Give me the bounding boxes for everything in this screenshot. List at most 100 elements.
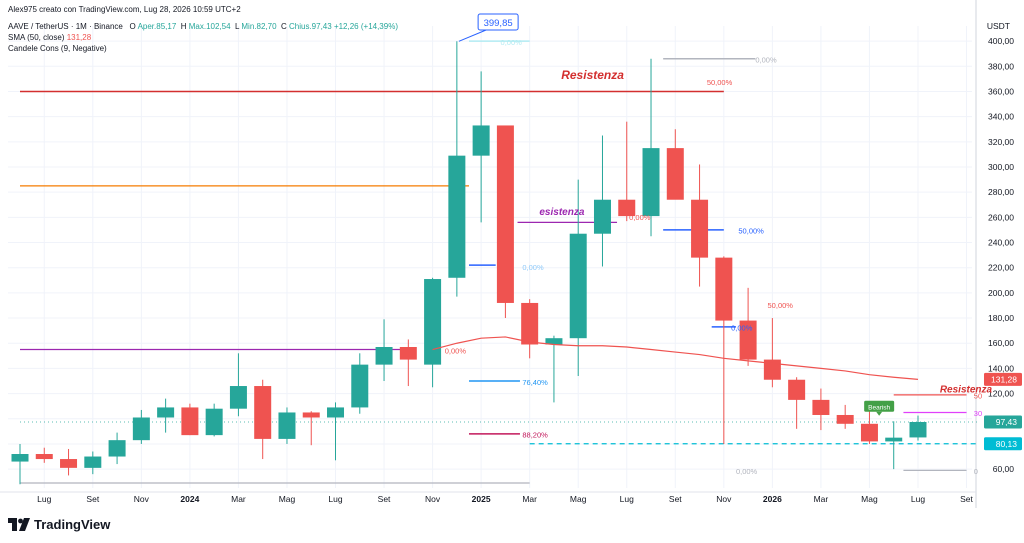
y-tick-label: 200,00	[988, 288, 1014, 298]
candle-body	[521, 302, 539, 345]
x-tick-label: Set	[86, 494, 99, 504]
x-tick-label: Set	[960, 494, 973, 504]
symbol-name[interactable]: AAVE / TetherUS · 1M · Binance	[8, 22, 123, 31]
ohlc-legend: AAVE / TetherUS · 1M · Binance O Aper.85…	[8, 22, 398, 31]
x-tick-label: Lug	[911, 494, 925, 504]
fib-level-label: 0,00%	[736, 467, 758, 476]
candle	[715, 256, 733, 444]
candle	[521, 299, 539, 359]
candle	[909, 415, 927, 441]
candle-body	[84, 456, 102, 468]
candle	[642, 58, 660, 237]
pattern-legend[interactable]: Candele Cons (9, Negative)	[8, 44, 107, 53]
y-tick-label: 280,00	[988, 187, 1014, 197]
tradingview-brand[interactable]: TradingView	[8, 517, 110, 532]
candle-body	[593, 199, 611, 234]
candle	[569, 179, 587, 376]
candle-body	[788, 379, 806, 400]
candle-body	[254, 386, 272, 439]
candle	[472, 71, 490, 223]
candle	[739, 287, 757, 366]
y-tick-label: 160,00	[988, 338, 1014, 348]
fib-level-label: 88,20%	[522, 431, 548, 440]
price-tag-box	[984, 437, 1022, 451]
candle-body	[327, 407, 345, 418]
price-tag-box	[984, 415, 1022, 429]
candle	[666, 129, 684, 200]
x-tick-label: Set	[378, 494, 391, 504]
y-tick-label: 60,00	[993, 464, 1015, 474]
candle	[763, 318, 781, 388]
candle	[788, 377, 806, 429]
high-callout-label: 399,85	[484, 18, 513, 29]
candle	[424, 277, 442, 388]
close-label: C	[280, 22, 287, 31]
low-label: L	[235, 22, 240, 31]
y-tick-label: 240,00	[988, 238, 1014, 248]
fib-level-label: 0,00%	[445, 346, 467, 355]
close-value: Chius.97,43	[289, 22, 332, 31]
x-tick-label: Mag	[570, 494, 587, 504]
candle-body	[35, 454, 53, 460]
fib-level-label: 0	[974, 467, 978, 476]
candle-body	[715, 257, 733, 321]
fib-level-label: 0,00%	[731, 324, 753, 333]
candle-body	[399, 347, 417, 360]
sma-legend[interactable]: SMA (50, close) 131,28	[8, 33, 91, 42]
candle-body	[691, 199, 709, 258]
candle-body	[11, 454, 29, 462]
candle	[618, 121, 636, 222]
candles-layer	[11, 41, 927, 485]
y-tick-label: 180,00	[988, 313, 1014, 323]
candle-body	[108, 440, 126, 457]
fib-level-label: 50,00%	[707, 78, 733, 87]
fib-level-label: 0,00%	[755, 56, 777, 65]
high-label: H	[180, 22, 187, 31]
y-tick-label: 380,00	[988, 61, 1014, 71]
candle	[84, 451, 102, 475]
y-tick-label: 140,00	[988, 363, 1014, 373]
candle-body	[278, 412, 296, 439]
price-tag-label: 97,43	[996, 417, 1018, 427]
candle-body	[763, 359, 781, 380]
candle	[399, 339, 417, 387]
x-tick-label: Mar	[814, 494, 829, 504]
x-tick-label: 2025	[472, 494, 491, 504]
candle	[11, 443, 29, 485]
candle-body	[205, 408, 223, 436]
fib-level-label: 50,00%	[768, 301, 794, 310]
candle	[885, 421, 903, 470]
x-tick-label: Mar	[522, 494, 537, 504]
pattern-label: Candele Cons (9, Negative)	[8, 44, 107, 53]
candle-body	[229, 386, 247, 409]
low-value: Min.82,70	[241, 22, 277, 31]
candle	[229, 353, 247, 417]
sma-value: 131,28	[66, 33, 92, 42]
currency-label: USDT	[987, 21, 1010, 31]
fib-level-label: 0,00%	[501, 38, 523, 47]
change-value: +12,26 (+14,39%)	[333, 22, 398, 31]
x-tick-label: Lug	[328, 494, 342, 504]
candle	[327, 402, 345, 461]
candle-body	[836, 414, 854, 424]
y-tick-label: 320,00	[988, 137, 1014, 147]
x-tick-label: 2024	[180, 494, 199, 504]
candle-body	[302, 412, 320, 418]
candle	[132, 409, 150, 444]
sma-label: SMA (50, close)	[8, 33, 65, 42]
y-tick-label: 400,00	[988, 36, 1014, 46]
y-tick-label: 360,00	[988, 86, 1014, 96]
x-tick-label: Lug	[37, 494, 51, 504]
fib-level-label: 76,40%	[522, 378, 548, 387]
candle-body	[60, 459, 78, 468]
x-tick-label: Set	[669, 494, 682, 504]
candle-body	[157, 407, 175, 418]
candle	[205, 403, 223, 437]
candle	[181, 403, 199, 436]
candle	[157, 398, 175, 433]
candle-body	[885, 437, 903, 442]
y-tick-label: 120,00	[988, 389, 1014, 399]
open-value: Aper.85,17	[137, 22, 177, 31]
candle-body	[181, 407, 199, 436]
